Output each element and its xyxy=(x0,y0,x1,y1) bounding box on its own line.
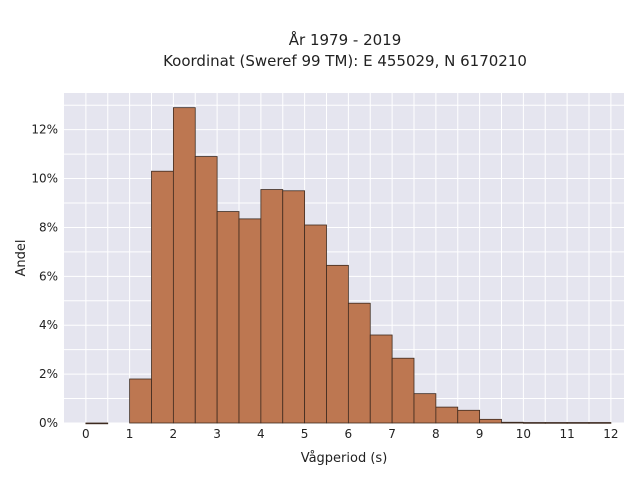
x-tick-label: 11 xyxy=(559,427,574,441)
x-tick-label: 3 xyxy=(213,427,221,441)
histogram-bar xyxy=(85,422,109,425)
histogram-bar xyxy=(194,156,218,424)
histogram-bar xyxy=(566,422,590,424)
histogram-bar xyxy=(326,264,349,424)
histogram-bar xyxy=(544,422,568,424)
y-tick-label: 10% xyxy=(31,172,58,186)
y-tick-label: 8% xyxy=(39,220,58,234)
y-tick-label: 0% xyxy=(39,416,58,430)
histogram-bar xyxy=(260,189,284,424)
histogram-bar xyxy=(151,170,174,424)
y-tick-labels: 0% 2% 4% 6% 8% 10% 12% xyxy=(31,123,58,430)
histogram-bar xyxy=(522,422,546,424)
histogram-bar xyxy=(457,409,481,424)
histogram-bar xyxy=(369,334,393,424)
x-tick-label: 2 xyxy=(170,427,178,441)
histogram-bar xyxy=(216,211,240,424)
y-tick-label: 6% xyxy=(39,269,58,283)
bars xyxy=(85,107,612,425)
histogram-bar xyxy=(172,107,196,424)
x-tick-label: 4 xyxy=(257,427,265,441)
histogram-bar xyxy=(304,224,327,424)
chart-title-line2: Koordinat (Sweref 99 TM): E 455029, N 61… xyxy=(163,52,527,70)
histogram-bar xyxy=(413,393,437,424)
histogram-bar xyxy=(347,302,371,424)
histogram-bar xyxy=(129,378,152,424)
histogram-bar xyxy=(391,357,415,424)
chart-title-line1: År 1979 - 2019 xyxy=(289,30,402,49)
x-tick-label: 0 xyxy=(82,427,90,441)
histogram-bar xyxy=(479,418,502,424)
histogram-bar xyxy=(588,422,612,424)
x-tick-label: 9 xyxy=(476,427,484,441)
histogram-bar xyxy=(501,421,524,424)
y-axis-label: Andel xyxy=(14,240,29,277)
x-tick-labels: 0 1 2 3 4 5 6 7 8 9 10 11 12 xyxy=(82,427,618,441)
histogram-bar xyxy=(282,190,306,424)
x-axis-label: Vågperiod (s) xyxy=(301,451,388,466)
x-tick-label: 1 xyxy=(126,427,134,441)
x-tick-label: 5 xyxy=(301,427,309,441)
x-tick-label: 7 xyxy=(388,427,396,441)
y-tick-label: 2% xyxy=(39,367,58,381)
y-tick-label: 12% xyxy=(31,123,58,137)
histogram-bar xyxy=(238,218,262,424)
x-tick-label: 10 xyxy=(516,427,531,441)
histogram-bar xyxy=(435,406,459,424)
x-tick-label: 12 xyxy=(603,427,618,441)
x-tick-label: 6 xyxy=(345,427,353,441)
y-tick-label: 4% xyxy=(39,318,58,332)
x-tick-label: 8 xyxy=(432,427,440,441)
